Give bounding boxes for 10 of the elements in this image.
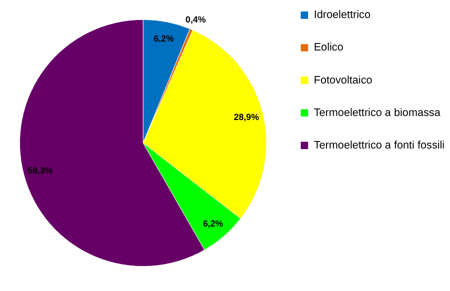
data-label: 0,4% bbox=[186, 14, 206, 24]
data-label: 28,9% bbox=[234, 112, 260, 122]
legend-label: Fotovoltaico bbox=[314, 74, 372, 86]
legend-label: Eolico bbox=[314, 42, 344, 54]
data-label: 58,3% bbox=[28, 165, 53, 176]
legend-label: Idroelettrico bbox=[314, 9, 370, 22]
legend-label: Termoelettrico a fonti fossili bbox=[314, 139, 445, 152]
legend-label: Termoelettrico a biomassa bbox=[314, 106, 442, 119]
data-label: 6,2% bbox=[202, 218, 224, 228]
data-label: 6,2% bbox=[154, 33, 174, 44]
